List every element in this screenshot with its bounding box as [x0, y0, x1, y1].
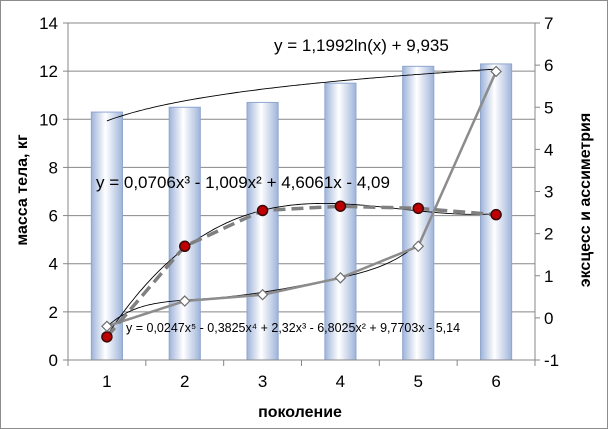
y-tick-label: 2	[49, 303, 58, 322]
y-tick-label: 8	[49, 158, 58, 177]
y2-tick-label: -1	[544, 351, 559, 370]
solid-series-marker	[178, 295, 191, 307]
solid-series-marker	[334, 272, 347, 284]
y2-tick-label: 2	[544, 225, 553, 244]
solid-series-line	[106, 70, 498, 328]
dashed-series-line	[105, 204, 497, 338]
dashed-series-marker	[179, 240, 191, 253]
solid-series-marker	[412, 240, 425, 253]
y2-tick-label: 1	[544, 267, 553, 286]
dashed-series-marker	[334, 200, 347, 212]
x-tick-label: 2	[180, 372, 189, 391]
x-tick-label: 3	[258, 372, 267, 391]
x-tick-label: 4	[336, 372, 345, 391]
y-tick-label: 14	[39, 14, 58, 33]
dashed-series-marker	[256, 204, 269, 217]
y-tick-label: 0	[49, 351, 58, 370]
line-series	[101, 65, 502, 343]
trendline-poly5-equation: y = 0,0247x⁵ - 0,3825x⁴ + 2,32x³ - 6,802…	[126, 321, 460, 335]
gridlines	[63, 22, 540, 366]
x-tick-label: 5	[414, 372, 423, 391]
dashed-series-marker	[412, 202, 424, 215]
x-tick-label: 6	[491, 372, 500, 391]
solid-series-marker	[101, 320, 113, 333]
y2-tick-label: 3	[544, 183, 553, 202]
solid-series-marker	[490, 65, 502, 78]
bar	[246, 101, 279, 361]
trendline-poly3	[106, 202, 497, 336]
dashed-series-marker	[490, 208, 502, 221]
x-axis-title: поколение	[258, 404, 342, 421]
y2-tick-label: 5	[544, 98, 553, 117]
y2-tick-label: 6	[544, 56, 553, 75]
bar	[324, 82, 357, 361]
trendline-poly3-equation: y = 0,0706x³ - 1,009x² + 4,6061x - 4,09	[96, 173, 390, 192]
axes	[67, 23, 536, 361]
bar-series	[90, 63, 513, 361]
y2-axis-title: эксцесс и ассиметрия	[577, 113, 594, 287]
y-tick-label: 12	[39, 62, 58, 81]
trendline-log	[106, 68, 497, 122]
y2-tick-label: 4	[544, 140, 553, 159]
trendline-log-equation: y = 1,1992ln(x) + 9,935	[274, 36, 449, 55]
dashed-series-marker	[101, 331, 113, 343]
y-tick-label: 10	[39, 110, 58, 129]
y-axis-title: масса тела, кг	[14, 134, 31, 246]
solid-series-marker	[256, 288, 269, 301]
x-tick-label: 1	[102, 372, 111, 391]
y2-tick-label: 7	[544, 14, 553, 33]
y2-tick-label: 0	[544, 309, 553, 328]
y-tick-label: 4	[49, 255, 58, 274]
y-tick-label: 6	[49, 207, 58, 226]
